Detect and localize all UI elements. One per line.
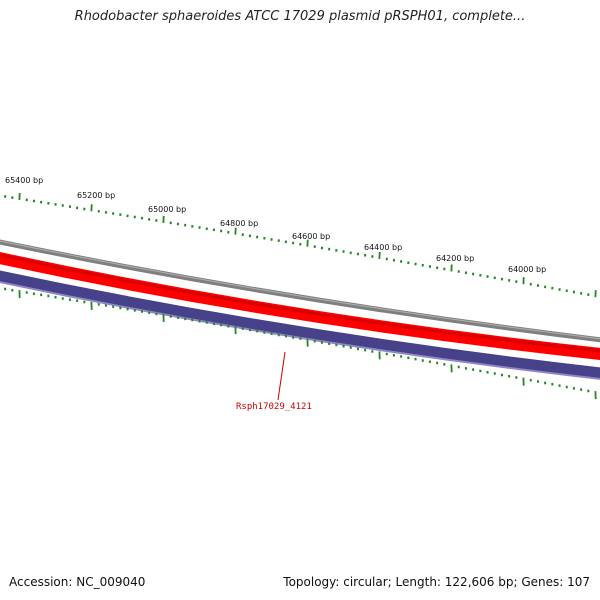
genome-summary: Topology: circular; Length: 122,606 bp; … <box>283 575 590 589</box>
backbone-ring <box>0 239 600 343</box>
scale-label: 65200 bp <box>77 191 115 200</box>
map-title: Rhodobacter sphaeroides ATCC 17029 plasm… <box>74 9 526 24</box>
inner-scale-ticks <box>4 287 597 400</box>
gene-label[interactable]: Rsph17029_4121 <box>236 402 312 412</box>
forward-gene-track-shade <box>0 253 600 353</box>
backbone-ring-highlight <box>0 240 600 340</box>
scale-label: 64200 bp <box>436 254 474 263</box>
forward-gene-track <box>0 252 600 360</box>
scale-label: 65000 bp <box>148 205 186 214</box>
scale-label: 64400 bp <box>364 243 402 252</box>
accession-text: Accession: NC_009040 <box>9 575 146 589</box>
outer-scale-ticks <box>4 192 597 298</box>
gene-callout-line <box>277 351 286 401</box>
scale-label: 64600 bp <box>292 232 330 241</box>
reverse-gene-track-edge <box>0 281 600 380</box>
scale-label: 65400 bp <box>5 176 43 185</box>
scale-label: 64800 bp <box>220 219 258 228</box>
scale-label: 64000 bp <box>508 265 546 274</box>
reverse-gene-track <box>0 270 600 379</box>
